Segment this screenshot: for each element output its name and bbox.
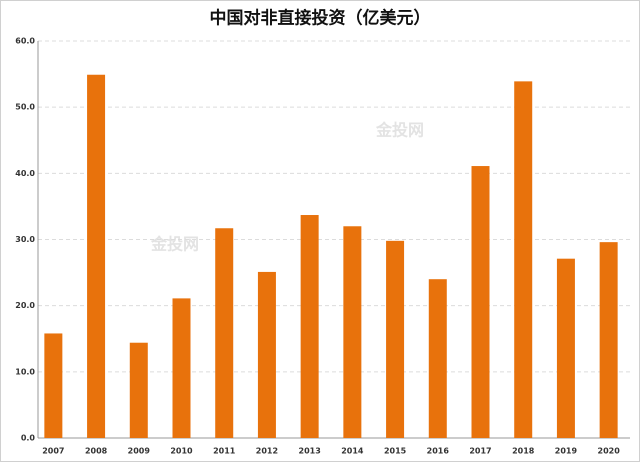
bar: [599, 242, 618, 438]
x-tick-label: 2012: [256, 447, 278, 456]
bar: [386, 240, 405, 438]
bar: [257, 271, 276, 438]
x-tick-label: 2016: [427, 447, 450, 456]
x-tick-label: 2017: [469, 447, 491, 456]
y-tick-label: 20.0: [15, 301, 35, 310]
watermark: 金投网: [150, 235, 199, 254]
bar: [215, 228, 234, 438]
x-tick-label: 2014: [341, 447, 364, 456]
watermark: 金投网: [375, 121, 424, 140]
y-tick-label: 0.0: [21, 434, 36, 443]
x-tick-label: 2013: [299, 447, 321, 456]
y-tick-label: 30.0: [15, 235, 35, 244]
bar: [556, 258, 575, 438]
bar: [428, 279, 447, 438]
x-tick-label: 2015: [384, 447, 407, 456]
y-tick-label: 60.0: [15, 37, 35, 46]
bar: [343, 226, 362, 438]
x-tick-label: 2007: [42, 447, 64, 456]
bar: [471, 166, 490, 438]
bar: [87, 74, 106, 439]
x-tick-label: 2019: [555, 447, 578, 456]
x-tick-label: 2011: [213, 447, 236, 456]
y-tick-label: 50.0: [15, 103, 35, 112]
y-tick-label: 10.0: [15, 367, 35, 376]
x-tick-label: 2009: [128, 447, 151, 456]
chart-title: 中国对非直接投资（亿美元）: [210, 8, 431, 29]
x-tick-label: 2010: [170, 447, 193, 456]
bar: [44, 333, 63, 438]
x-tick-label: 2008: [85, 447, 108, 456]
bar: [300, 215, 319, 438]
x-tick-label: 2020: [598, 447, 621, 456]
y-tick-label: 40.0: [15, 169, 35, 178]
bar: [514, 81, 533, 438]
bar: [129, 342, 148, 438]
x-tick-label: 2018: [512, 447, 535, 456]
bar: [172, 298, 191, 438]
